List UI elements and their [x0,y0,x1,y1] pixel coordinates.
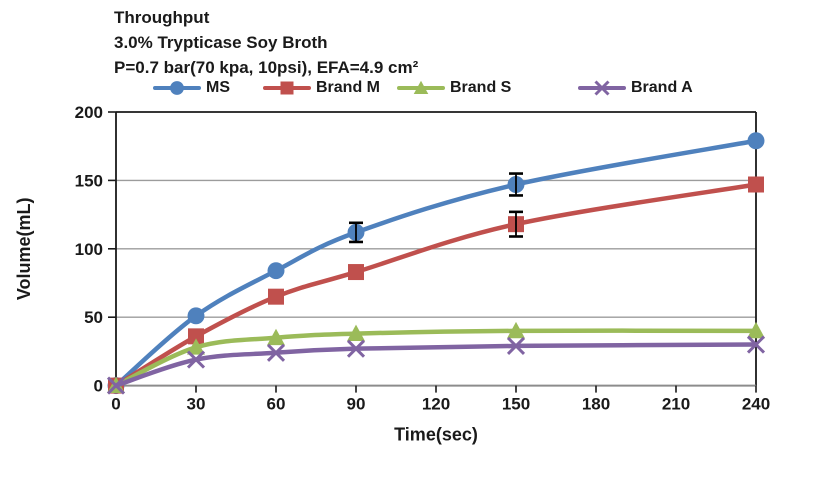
series-brand-m-markers [108,176,764,394]
x-tick-label: 0 [111,395,120,414]
chart-subtitle-1: 3.0% Trypticase Soy Broth [114,33,328,52]
y-tick-label: 200 [75,103,103,122]
x-tick-label: 210 [662,395,690,414]
legend-square-swatch-icon [263,81,311,95]
x-tick-label: 180 [582,395,610,414]
chart-title-block: Throughput 3.0% Trypticase Soy Broth P=0… [114,5,418,80]
series-ms-error-bars [349,172,523,244]
chart-subtitle-2: P=0.7 bar(70 kpa, 10psi), EFA=4.9 cm² [114,58,419,77]
y-tick-label: 50 [84,308,103,327]
legend-label: Brand A [631,79,693,96]
series-brand-m [108,176,764,394]
series-ms-markers [107,132,765,395]
y-tick-label: 0 [94,377,103,396]
x-axis-title: Time(sec) [394,425,478,445]
series-brand-a-curve [113,342,759,388]
legend-label: MS [206,79,230,96]
series-brand-a [106,335,766,395]
legend: MS Brand M Brand S Brand A [0,78,822,100]
gridlines [116,179,756,318]
x-tick-labels: 0 30 60 90 120 150 180 210 240 [111,395,770,414]
y-axis-title: Volume(mL) [14,197,34,300]
legend-item-brand-s: Brand S [397,78,511,98]
legend-label: Brand S [450,79,512,96]
legend-item-brand-a: Brand A [578,78,693,98]
legend-label: Brand M [316,79,380,96]
legend-item-brand-m: Brand M [263,78,380,98]
x-tick-label: 60 [267,395,286,414]
x-tick-label: 30 [187,395,206,414]
series-ms [107,132,765,395]
y-tick-label: 150 [75,171,103,190]
legend-x-swatch-icon [578,80,626,96]
y-tick-label: 100 [75,240,103,259]
legend-circle-swatch-icon [153,81,201,95]
x-tick-label: 90 [347,395,366,414]
x-tick-label: 120 [422,395,450,414]
series-brand-a-markers [106,335,766,395]
axes [108,111,757,393]
legend-triangle-swatch-icon [397,80,445,94]
series-brand-m-error-bars [509,210,523,238]
chart-title: Throughput [114,8,210,27]
x-tick-label: 240 [742,395,770,414]
legend-item-ms: MS [153,78,230,98]
x-tick-label: 150 [502,395,530,414]
y-tick-labels: 0 50 100 150 200 [75,103,103,396]
